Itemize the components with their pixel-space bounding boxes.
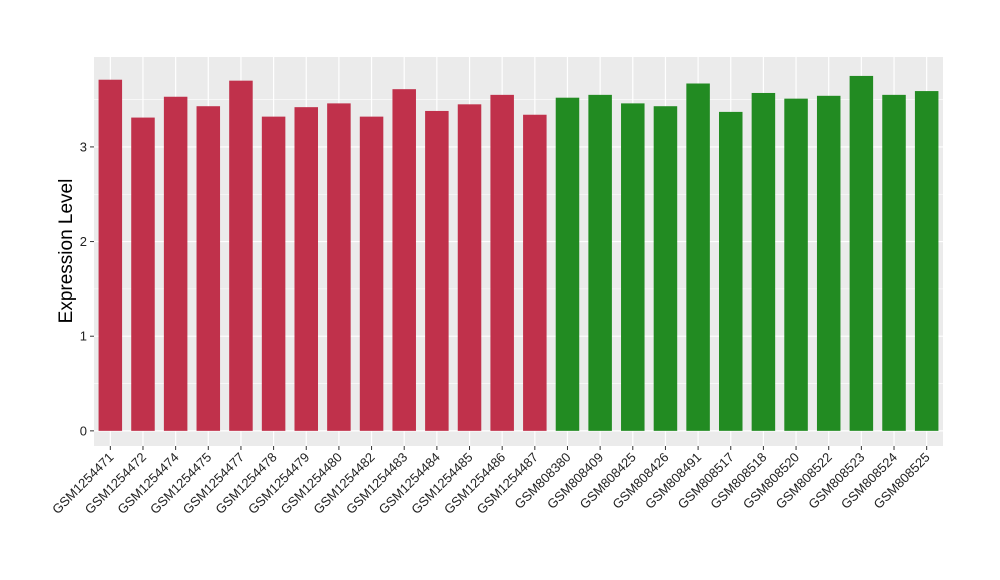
bar	[718, 111, 743, 431]
y-axis: 0 1 2 3	[80, 139, 94, 438]
bar	[882, 94, 906, 431]
bar	[653, 106, 678, 431]
bar	[490, 94, 514, 431]
y-tick-label: 3	[80, 139, 87, 154]
bar	[261, 116, 286, 431]
bar	[849, 75, 874, 431]
bar	[784, 98, 808, 431]
y-tick-label: 0	[80, 423, 87, 438]
bar	[163, 96, 188, 431]
y-axis-title: Expression Level	[56, 179, 77, 324]
y-tick-label: 1	[80, 329, 87, 344]
bar	[327, 103, 351, 431]
bar	[686, 83, 710, 431]
bar	[229, 80, 253, 431]
bar	[751, 92, 776, 431]
x-axis: GSM1254471GSM1254472GSM1254474GSM1254475…	[49, 446, 933, 517]
bar	[588, 94, 612, 431]
y-tick-label: 2	[80, 234, 87, 249]
bar	[425, 110, 449, 431]
bar	[392, 89, 416, 431]
bar	[523, 114, 547, 431]
bar	[98, 79, 123, 431]
bar	[457, 104, 482, 431]
bar	[914, 91, 939, 431]
bar	[196, 106, 221, 431]
bar	[294, 107, 319, 431]
bars	[98, 75, 939, 431]
bar	[359, 116, 384, 431]
bar	[131, 117, 155, 431]
bar	[555, 97, 580, 431]
bar	[621, 103, 645, 431]
plot-panel	[94, 57, 943, 446]
bar	[816, 95, 841, 431]
